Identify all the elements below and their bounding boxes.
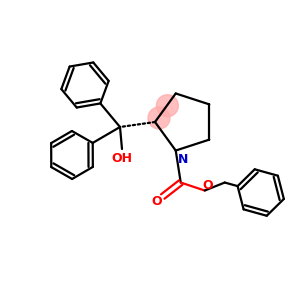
Circle shape [156,95,178,117]
Text: O: O [202,179,213,192]
Text: O: O [152,195,162,208]
Text: OH: OH [112,152,133,164]
Circle shape [148,107,170,129]
Text: N: N [178,152,188,166]
